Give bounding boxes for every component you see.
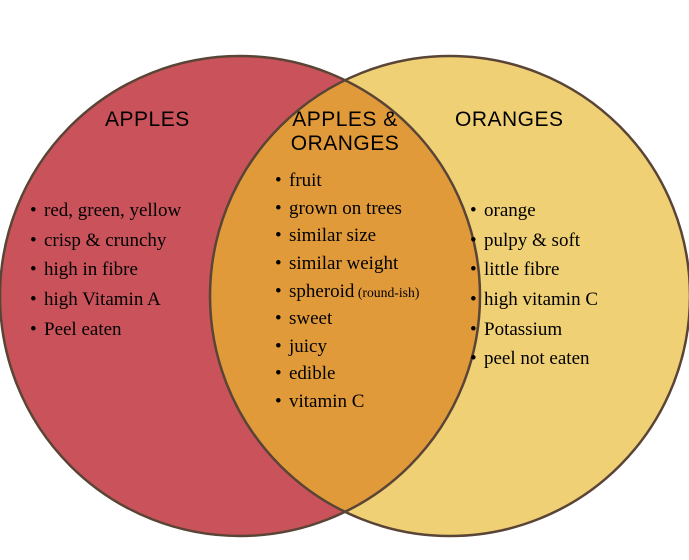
list-item: crisp & crunchy [30, 228, 181, 254]
list-item: high Vitamin A [30, 287, 181, 313]
list-item: high in fibre [30, 257, 181, 283]
list-item: grown on trees [275, 196, 419, 222]
right-item-list: orange pulpy & soft little fibre high vitam… [470, 198, 598, 376]
list-item: high vitamin C [470, 287, 598, 313]
list-item: sweet [275, 306, 419, 332]
list-item: orange [470, 198, 598, 224]
left-item-list: red, green, yellow crisp & crunchy high in… [30, 198, 181, 346]
right-title: ORANGES [455, 108, 564, 132]
item-note: (round-ish) [354, 285, 419, 300]
left-title: APPLES [105, 108, 190, 132]
list-item: Potassium [470, 317, 598, 343]
list-item: peel not eaten [470, 346, 598, 372]
list-item: fruit [275, 168, 419, 194]
list-item: red, green, yellow [30, 198, 181, 224]
list-item: pulpy & soft [470, 228, 598, 254]
list-item: little fibre [470, 257, 598, 283]
list-item: Peel eaten [30, 317, 181, 343]
center-title: APPLES & ORANGES [290, 108, 400, 156]
list-item: juicy [275, 334, 419, 360]
venn-diagram: APPLES APPLES & ORANGES ORANGES red, gre… [0, 0, 689, 560]
list-item: edible [275, 361, 419, 387]
list-item: vitamin C [275, 389, 419, 415]
center-item-list: fruitgrown on treessimilar sizesimilar w… [275, 168, 419, 417]
list-item: similar weight [275, 251, 419, 277]
list-item: similar size [275, 223, 419, 249]
list-item: spheroid (round-ish) [275, 279, 419, 305]
